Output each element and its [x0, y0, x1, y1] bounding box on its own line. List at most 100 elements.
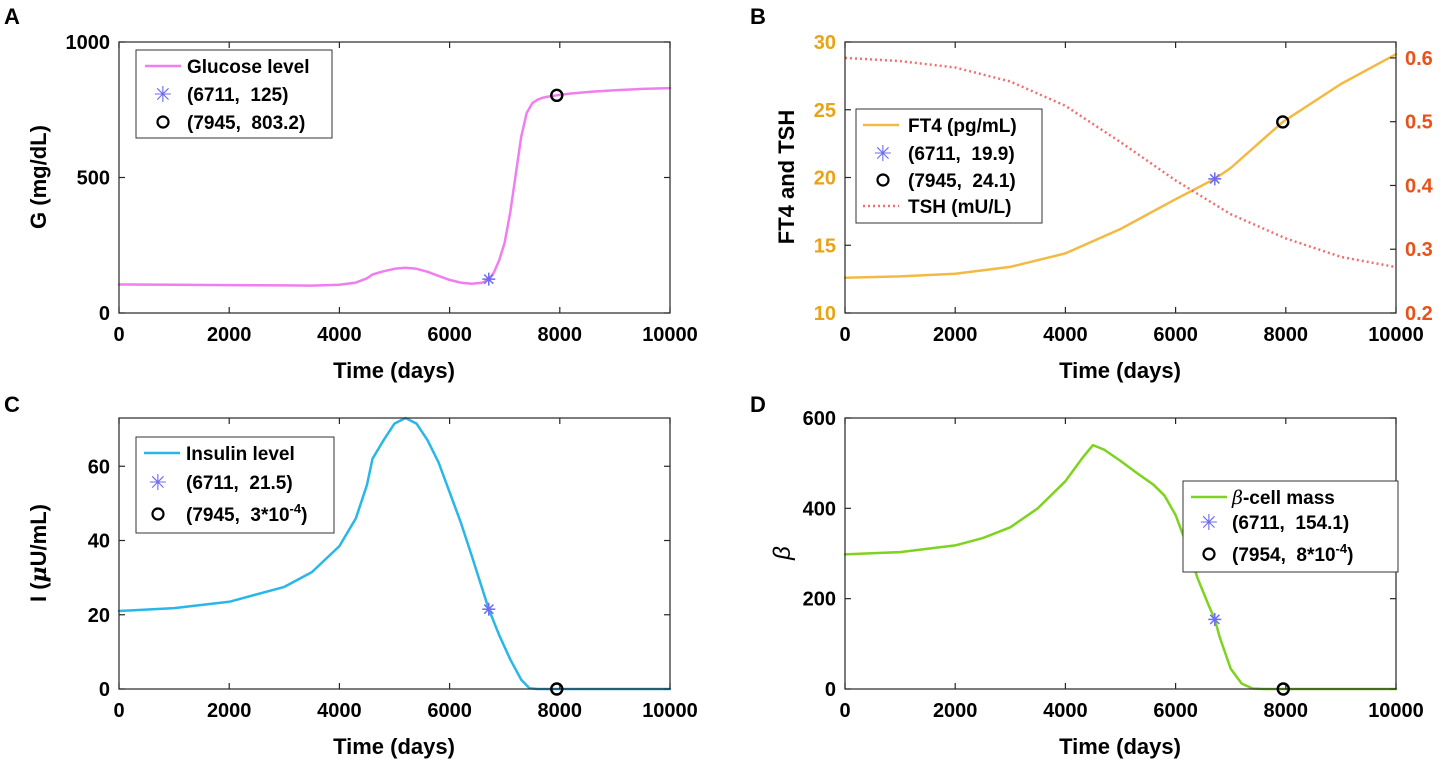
panel-b-y2tick-label: 0.5 — [1405, 112, 1433, 134]
panel-a-xtick-label: 8000 — [538, 324, 583, 346]
panel-c-ylabel-mu: μ — [26, 566, 52, 582]
panel-b-marker-layer — [1208, 115, 1290, 186]
panel-a-ytick-label: 1000 — [66, 32, 111, 54]
panel-d-legend-asterisk-icon: ✳ — [1200, 510, 1218, 535]
panel-b-xlabel: Time (days) — [1059, 358, 1181, 383]
panel-c-point-asterisk — [482, 602, 496, 616]
panel-a-axis-layer: 0 2000 4000 6000 8000 10000 0 500 1000 — [66, 32, 698, 346]
panel-b-xtick-label: 6000 — [1153, 324, 1198, 346]
panel-b-legend-marker2: (7945, 24.1) — [908, 171, 1016, 192]
panel-b-series-line-0 — [843, 52, 1398, 280]
panel-b-xtick-label: 2000 — [933, 324, 978, 346]
panel-b-ytick-label: 25 — [814, 100, 836, 122]
panel-a-xtick-label: 4000 — [317, 324, 362, 346]
panel-a-xtick-label: 10000 — [642, 324, 698, 346]
panel-d-ytick-label: 400 — [803, 498, 836, 520]
panel-a-legend-marker2: (7945, 803.2) — [187, 113, 305, 134]
panel-c-legend-marker2: (7945, 3*10-4) — [186, 501, 307, 526]
panel-c-ylabel-prefix: I ( — [26, 582, 51, 602]
panel-c-ytick-label: 60 — [88, 456, 110, 478]
panel-c-series-line-0 — [117, 416, 672, 691]
panel-c-ylabel: I (μU/mL) — [26, 504, 52, 602]
panel-b-point-asterisk-stroke — [1209, 173, 1220, 184]
panel-b-ytick-label: 10 — [814, 303, 836, 325]
panel-b-y2tick-label: 0.2 — [1405, 303, 1433, 325]
panel-c-xtick-label: 10000 — [642, 700, 698, 722]
panel-b-legend-ft4: FT4 (pg/mL) — [908, 116, 1017, 137]
panel-d-ylabel: β — [769, 546, 796, 561]
panel-d-marker-layer — [1208, 612, 1290, 696]
panel-a-legend-circle-icon — [156, 115, 170, 129]
panel-a: 0 2000 4000 6000 8000 10000 0 500 1000 Time (day… — [26, 32, 698, 383]
panel-c-legend-marker2-end: ) — [301, 505, 307, 526]
panel-c-axes-frame — [118, 417, 671, 690]
panel-c-xtick-label: 0 — [113, 700, 124, 722]
panel-c-legend-marker2-base: (7945, 3*10 — [186, 505, 290, 526]
panel-a-legend-asterisk-icon: ✳ — [154, 82, 172, 107]
panel-b-series-line-1 — [844, 56, 1397, 269]
panel-d-legend-circle-icon — [1202, 547, 1216, 561]
panel-b-xtick-label: 0 — [839, 324, 850, 346]
panel-d-legend-marker1: (6711, 154.1) — [1232, 513, 1349, 534]
panel-b-legend: FT4 (pg/mL) ✳ (6711, 19.9) (7945, 24.1) … — [855, 108, 1043, 224]
panel-c-xtick-label: 2000 — [207, 700, 252, 722]
panel-b-axis-layer: 0 2000 4000 6000 8000 10000 10 15 20 25 30 0.2 0.3 0.… — [814, 32, 1434, 346]
panel-d-legend-marker2-end: ) — [1347, 545, 1353, 566]
panel-b-legend-circle-icon — [876, 173, 890, 187]
panel-b-point-circle — [1276, 115, 1290, 129]
panel-d-legend-marker2-base: (7954, 8*10 — [1232, 545, 1336, 566]
panel-b-xtick-label: 10000 — [1368, 324, 1424, 346]
panel-d-legend-marker2: (7954, 8*10-4) — [1232, 541, 1353, 566]
panel-c-xtick-label: 4000 — [317, 700, 362, 722]
panel-label-d: D — [750, 392, 766, 417]
panel-b-series-layer — [843, 52, 1398, 280]
panel-b-xtick-label: 4000 — [1043, 324, 1088, 346]
panel-d-point-asterisk — [1208, 612, 1222, 626]
panel-c-xtick-label: 6000 — [427, 700, 472, 722]
panel-a-ylabel: G (mg/dL) — [26, 125, 51, 229]
panel-d-series-line-0 — [843, 443, 1398, 691]
panel-d-point-asterisk-stroke — [1209, 614, 1220, 625]
panel-b-legend-box — [855, 108, 1043, 224]
panel-d-xtick-label: 4000 — [1043, 700, 1088, 722]
panel-a-ytick-label: 500 — [77, 168, 110, 190]
panel-a-xtick-label: 6000 — [427, 324, 472, 346]
panel-b-ytick-label: 15 — [814, 235, 836, 257]
panel-d-axis-layer: 0 2000 4000 6000 8000 10000 0 200 400 600 — [803, 408, 1424, 722]
panel-label-b: B — [750, 4, 766, 29]
panel-b-y2tick-label: 0.6 — [1405, 48, 1433, 70]
panel-a-point-circle — [550, 88, 564, 103]
panel-a-marker-layer — [482, 88, 564, 286]
panel-b-legend-asterisk-icon: ✳ — [874, 141, 892, 166]
panel-d-xtick-label: 2000 — [933, 700, 978, 722]
panel-label-a: A — [4, 4, 20, 29]
panel-c-xtick-label: 8000 — [538, 700, 583, 722]
panel-d-point-circle — [1276, 682, 1290, 696]
panel-c-legend-insulin: Insulin level — [186, 444, 295, 465]
panel-a-legend-glucose: Glucose level — [187, 57, 310, 78]
panel-d-ytick-label: 600 — [803, 408, 836, 430]
panel-d-xtick-label: 6000 — [1153, 700, 1198, 722]
panel-a-ytick-label: 0 — [99, 303, 110, 325]
panel-c-marker-layer — [482, 602, 564, 696]
panel-b-ytick-label: 20 — [814, 168, 836, 190]
panel-c: 0 2000 4000 6000 8000 10000 0 20 40 60 Time (days… — [26, 416, 698, 759]
panel-b: 0 2000 4000 6000 8000 10000 10 15 20 25 30 0.2 0.3 0.… — [774, 32, 1434, 383]
panel-b-y2tick-label: 0.3 — [1405, 239, 1433, 261]
panel-a-legend-marker1: (6711, 125) — [187, 85, 288, 106]
panel-d-xtick-label: 0 — [839, 700, 850, 722]
panel-c-legend: Insulin level ✳ (6711, 21.5) (7945, 3*10… — [135, 436, 335, 534]
panel-c-point-circle — [550, 682, 564, 696]
panel-c-ytick-label: 20 — [88, 605, 110, 627]
panel-b-legend-tsh: TSH (mU/L) — [908, 197, 1011, 218]
panel-c-legend-circle-icon — [151, 507, 165, 521]
panel-c-series-layer — [117, 416, 672, 691]
panel-d-legend-beta: β-cell mass — [1231, 487, 1335, 509]
panel-b-legend-marker1: (6711, 19.9) — [908, 144, 1015, 165]
panel-a-xtick-label: 0 — [113, 324, 124, 346]
panel-d-ytick-label: 0 — [825, 679, 836, 701]
panel-b-ytick-label: 30 — [814, 32, 836, 54]
panel-d-series-layer — [843, 443, 1398, 691]
panel-c-xlabel: Time (days) — [333, 734, 455, 759]
panel-d-legend: β-cell mass ✳ (6711, 154.1) (7954, 8*10-… — [1182, 480, 1399, 573]
